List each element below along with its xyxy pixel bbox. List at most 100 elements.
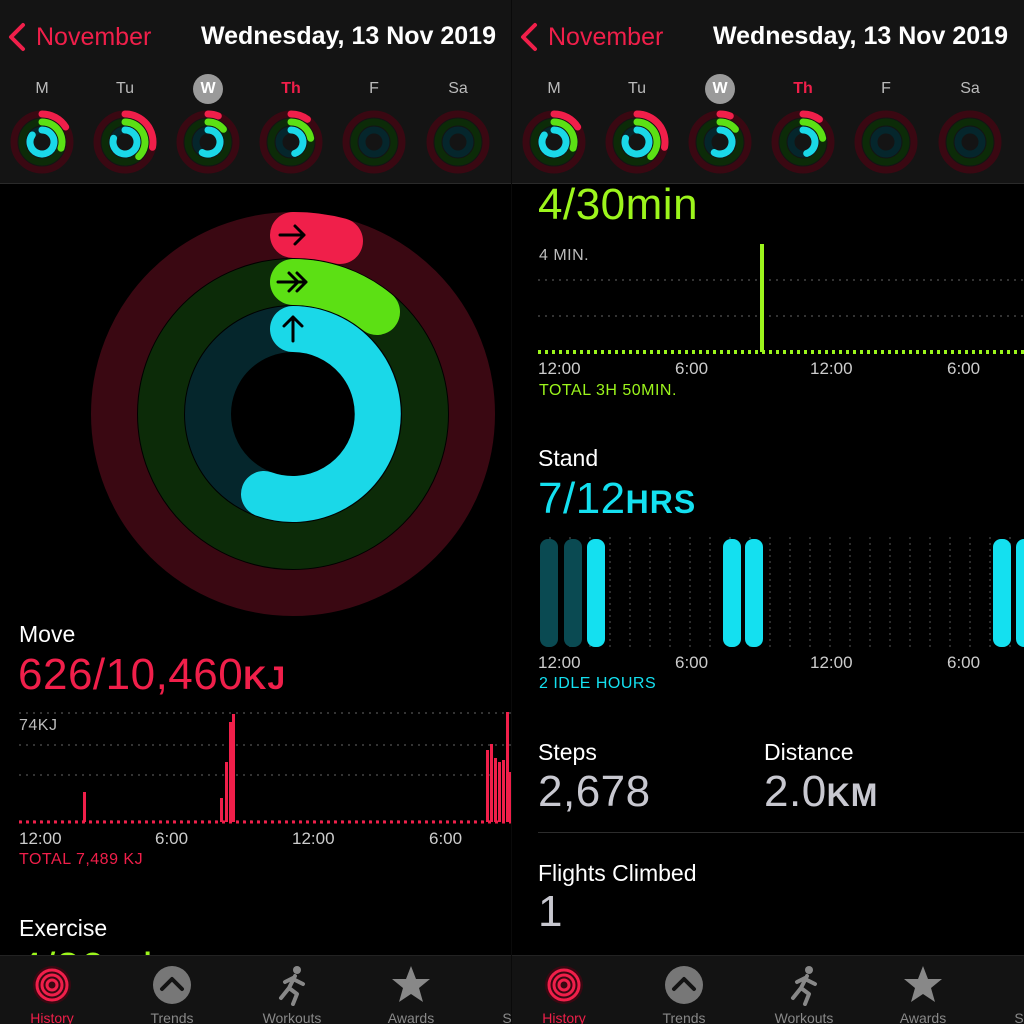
- tab-history[interactable]: History: [519, 964, 609, 1024]
- stand-chart: [540, 537, 1024, 647]
- section-separator: [538, 832, 1024, 833]
- flights-value: 1: [538, 887, 563, 936]
- exercise-total: TOTAL 3H 50MIN.: [539, 382, 677, 399]
- day-label-f[interactable]: F: [369, 80, 379, 97]
- tab-s[interactable]: S: [462, 964, 512, 1024]
- exercise-chart-max-label: 4 MIN.: [539, 247, 590, 264]
- awards-star-icon: [392, 966, 430, 1002]
- awards-star-icon: [904, 966, 942, 1002]
- day-label-th[interactable]: Th: [281, 80, 301, 97]
- running-figure-icon: [791, 966, 817, 1006]
- tab-label: Awards: [387, 1010, 435, 1024]
- day-activity-rings-sa[interactable]: [938, 110, 1002, 174]
- exercise-chart: [538, 244, 1024, 354]
- tick-label: 6:00: [675, 653, 709, 672]
- tick-label: 12:00: [810, 653, 853, 672]
- tab-bar: History Trends Workouts Awards S: [0, 955, 512, 1024]
- stand-title: Stand: [538, 445, 599, 471]
- day-label-sa[interactable]: Sa: [960, 80, 980, 97]
- tick-label: 6:00: [429, 829, 463, 848]
- tick-label: 6:00: [675, 359, 709, 378]
- history-rings-icon: [545, 966, 583, 1004]
- move-chart-max-label: 74KJ: [19, 717, 58, 734]
- day-label-w[interactable]: W: [705, 74, 735, 104]
- day-label-w[interactable]: W: [193, 74, 223, 104]
- back-label: November: [36, 22, 152, 51]
- tick-label: 12:00: [538, 653, 581, 672]
- date-title: Wednesday, 13 Nov 2019: [200, 22, 496, 50]
- day-activity-rings-tu[interactable]: [93, 110, 157, 174]
- tab-trends[interactable]: Trends: [127, 964, 217, 1024]
- tab-workouts[interactable]: Workouts: [759, 964, 849, 1024]
- tick-label: 6:00: [155, 829, 189, 848]
- tab-label: History: [542, 1010, 586, 1024]
- day-label-tu[interactable]: Tu: [115, 80, 135, 97]
- back-button[interactable]: November: [518, 22, 663, 52]
- move-chart: [19, 712, 512, 824]
- day-activity-rings-w[interactable]: [688, 110, 752, 174]
- tab-awards[interactable]: Awards: [366, 964, 456, 1024]
- day-activity-rings-th[interactable]: [259, 110, 323, 174]
- tab-bar: History Trends Workouts Awards S: [512, 955, 1024, 1024]
- day-label-m[interactable]: M: [547, 80, 561, 97]
- stand-ring-progress: [241, 306, 401, 522]
- day-activity-rings-m[interactable]: [10, 110, 74, 174]
- history-screen-right: November Wednesday, 13 Nov 2019 M Tu W Th F S…: [512, 0, 1024, 1024]
- move-arrow-icon: [278, 224, 306, 246]
- back-label: November: [548, 22, 664, 51]
- distance-value: 2.0KM: [764, 767, 879, 816]
- tab-label: S: [502, 1010, 512, 1024]
- tab-label: Trends: [150, 1010, 194, 1024]
- stand-idle-hours: 2 IDLE HOURS: [539, 675, 657, 692]
- day-label-sa[interactable]: Sa: [448, 80, 468, 97]
- tick-label: 12:00: [292, 829, 335, 848]
- tab-workouts[interactable]: Workouts: [247, 964, 337, 1024]
- exercise-double-arrow-icon: [276, 271, 308, 293]
- tick-label: 12:00: [810, 359, 853, 378]
- date-title: Wednesday, 13 Nov 2019: [712, 22, 1008, 50]
- steps-value: 2,678: [538, 767, 651, 816]
- move-title: Move: [19, 621, 76, 647]
- tab-trends[interactable]: Trends: [639, 964, 729, 1024]
- day-activity-rings-tu[interactable]: [605, 110, 669, 174]
- day-activity-rings-f[interactable]: [854, 110, 918, 174]
- day-activity-rings-w[interactable]: [176, 110, 240, 174]
- day-activity-rings-f[interactable]: [342, 110, 406, 174]
- chevron-left-icon: [9, 23, 25, 51]
- day-header: November Wednesday, 13 Nov 2019 M Tu W Th F S…: [512, 0, 1024, 184]
- day-label-f[interactable]: F: [881, 80, 891, 97]
- day-activity-rings-m[interactable]: [522, 110, 586, 174]
- day-label-th[interactable]: Th: [793, 80, 813, 97]
- running-figure-icon: [279, 966, 305, 1006]
- history-screen-left: November Wednesday, 13 Nov 2019 M Tu W Th F S…: [0, 0, 512, 1024]
- stand-value: 7/12HRS: [538, 474, 697, 523]
- tab-s[interactable]: S: [974, 964, 1024, 1024]
- tab-label: History: [30, 1010, 74, 1024]
- tab-label: S: [1014, 1010, 1024, 1024]
- move-total: TOTAL 7,489 KJ: [19, 851, 144, 868]
- flights-title: Flights Climbed: [538, 860, 697, 886]
- day-activity-rings-sa[interactable]: [426, 110, 490, 174]
- day-label-tu[interactable]: Tu: [627, 80, 647, 97]
- tab-history[interactable]: History: [7, 964, 97, 1024]
- tab-label: Workouts: [262, 1010, 322, 1024]
- tab-awards[interactable]: Awards: [878, 964, 968, 1024]
- activity-rings-large: [91, 212, 495, 616]
- distance-title: Distance: [764, 739, 854, 765]
- trends-chevron-icon: [153, 966, 191, 1004]
- chevron-left-icon: [521, 23, 537, 51]
- tab-label: Awards: [899, 1010, 947, 1024]
- exercise-title: Exercise: [19, 915, 108, 941]
- back-button[interactable]: November: [6, 22, 151, 52]
- steps-title: Steps: [538, 739, 597, 765]
- day-label-m[interactable]: M: [35, 80, 49, 97]
- trends-chevron-icon: [665, 966, 703, 1004]
- history-rings-icon: [33, 966, 71, 1004]
- stand-arrow-icon: [282, 315, 304, 343]
- tick-label: 12:00: [538, 359, 581, 378]
- day-header: November Wednesday, 13 Nov 2019 M Tu W Th F S…: [0, 0, 512, 184]
- move-value: 626/10,460KJ: [18, 650, 287, 699]
- exercise-value: 4/30min: [538, 180, 699, 229]
- day-activity-rings-th[interactable]: [771, 110, 835, 174]
- tick-label: 6:00: [947, 359, 981, 378]
